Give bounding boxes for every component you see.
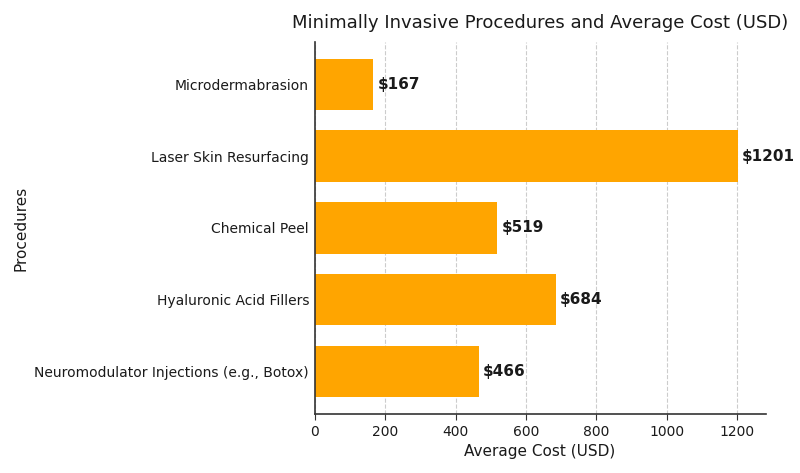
Bar	[314, 274, 555, 325]
Bar	[314, 59, 374, 110]
Bar	[314, 202, 498, 254]
Text: $466: $466	[483, 364, 526, 379]
Bar	[314, 346, 478, 397]
Text: $519: $519	[502, 220, 544, 236]
X-axis label: Average Cost (USD): Average Cost (USD)	[465, 444, 616, 459]
Text: $1201: $1201	[742, 149, 795, 164]
Text: $684: $684	[560, 292, 602, 307]
Title: Minimally Invasive Procedures and Average Cost (USD): Minimally Invasive Procedures and Averag…	[292, 14, 788, 32]
Text: $167: $167	[378, 77, 420, 92]
Y-axis label: Procedures: Procedures	[14, 185, 29, 271]
Bar	[314, 131, 738, 182]
